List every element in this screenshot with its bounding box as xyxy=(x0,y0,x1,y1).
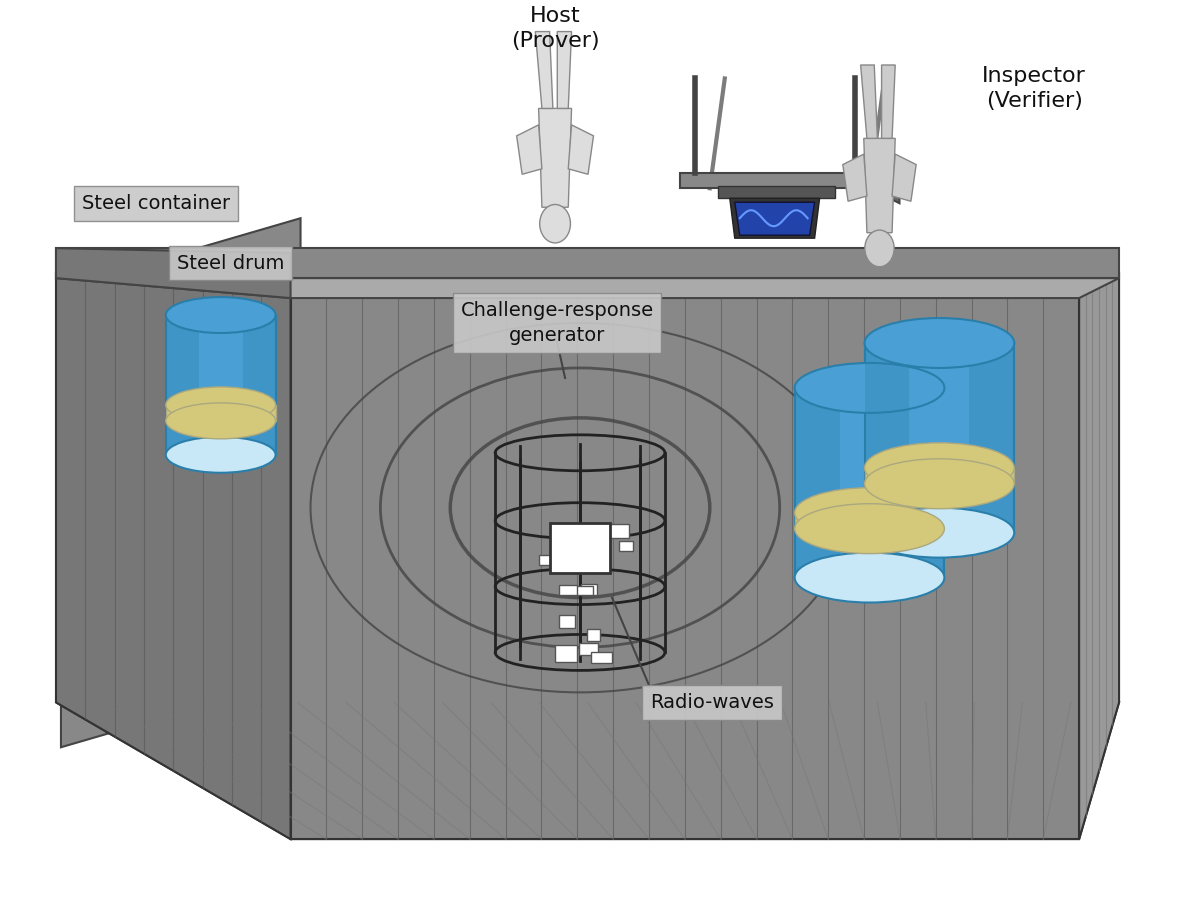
FancyBboxPatch shape xyxy=(559,585,576,595)
FancyBboxPatch shape xyxy=(550,523,610,572)
FancyBboxPatch shape xyxy=(559,615,575,628)
Polygon shape xyxy=(794,388,840,578)
Text: Host
(Prover): Host (Prover) xyxy=(510,6,599,51)
Polygon shape xyxy=(893,154,916,201)
Polygon shape xyxy=(900,388,944,578)
Polygon shape xyxy=(56,273,291,839)
Polygon shape xyxy=(865,343,1015,533)
Polygon shape xyxy=(718,187,835,198)
FancyBboxPatch shape xyxy=(579,534,597,549)
Polygon shape xyxy=(165,405,276,421)
Polygon shape xyxy=(301,278,1099,837)
Ellipse shape xyxy=(165,403,276,439)
Ellipse shape xyxy=(865,230,894,266)
Polygon shape xyxy=(516,125,541,174)
FancyBboxPatch shape xyxy=(619,541,633,551)
Polygon shape xyxy=(539,109,571,207)
Polygon shape xyxy=(165,315,276,455)
Ellipse shape xyxy=(794,488,944,537)
Polygon shape xyxy=(557,31,571,109)
Polygon shape xyxy=(56,248,291,298)
Polygon shape xyxy=(61,218,301,747)
FancyBboxPatch shape xyxy=(609,524,629,538)
Polygon shape xyxy=(291,273,1079,839)
Polygon shape xyxy=(882,65,895,138)
Polygon shape xyxy=(843,154,867,201)
Text: Radio-waves: Radio-waves xyxy=(649,692,774,712)
FancyBboxPatch shape xyxy=(556,645,576,662)
Polygon shape xyxy=(1079,273,1119,839)
Polygon shape xyxy=(243,315,276,455)
Polygon shape xyxy=(56,702,1119,839)
Polygon shape xyxy=(165,315,199,455)
FancyBboxPatch shape xyxy=(539,555,557,565)
FancyBboxPatch shape xyxy=(587,630,599,640)
Polygon shape xyxy=(730,198,819,239)
Ellipse shape xyxy=(794,553,944,603)
Polygon shape xyxy=(568,125,593,174)
Polygon shape xyxy=(56,248,1119,278)
Polygon shape xyxy=(56,278,1119,298)
FancyBboxPatch shape xyxy=(591,652,612,663)
Polygon shape xyxy=(860,65,877,138)
Polygon shape xyxy=(794,513,944,528)
FancyBboxPatch shape xyxy=(575,587,593,595)
Polygon shape xyxy=(870,173,900,204)
Text: Inspector
(Verifier): Inspector (Verifier) xyxy=(982,66,1087,111)
Polygon shape xyxy=(734,202,815,235)
Polygon shape xyxy=(969,343,1015,533)
FancyBboxPatch shape xyxy=(579,642,598,655)
Polygon shape xyxy=(865,467,1015,483)
Ellipse shape xyxy=(865,318,1015,368)
Ellipse shape xyxy=(165,387,276,422)
Ellipse shape xyxy=(540,205,570,243)
Polygon shape xyxy=(865,343,909,533)
Ellipse shape xyxy=(865,443,1015,492)
Text: Challenge-response
generator: Challenge-response generator xyxy=(460,301,654,345)
Ellipse shape xyxy=(165,297,276,333)
Text: Steel container: Steel container xyxy=(81,194,230,213)
Polygon shape xyxy=(794,388,944,578)
Polygon shape xyxy=(679,173,870,188)
Text: Steel drum: Steel drum xyxy=(177,254,284,273)
Ellipse shape xyxy=(794,363,944,413)
Ellipse shape xyxy=(794,504,944,553)
Polygon shape xyxy=(536,31,553,109)
Polygon shape xyxy=(864,138,895,232)
FancyBboxPatch shape xyxy=(581,584,598,595)
Ellipse shape xyxy=(865,508,1015,558)
Ellipse shape xyxy=(165,437,276,473)
Ellipse shape xyxy=(865,458,1015,509)
